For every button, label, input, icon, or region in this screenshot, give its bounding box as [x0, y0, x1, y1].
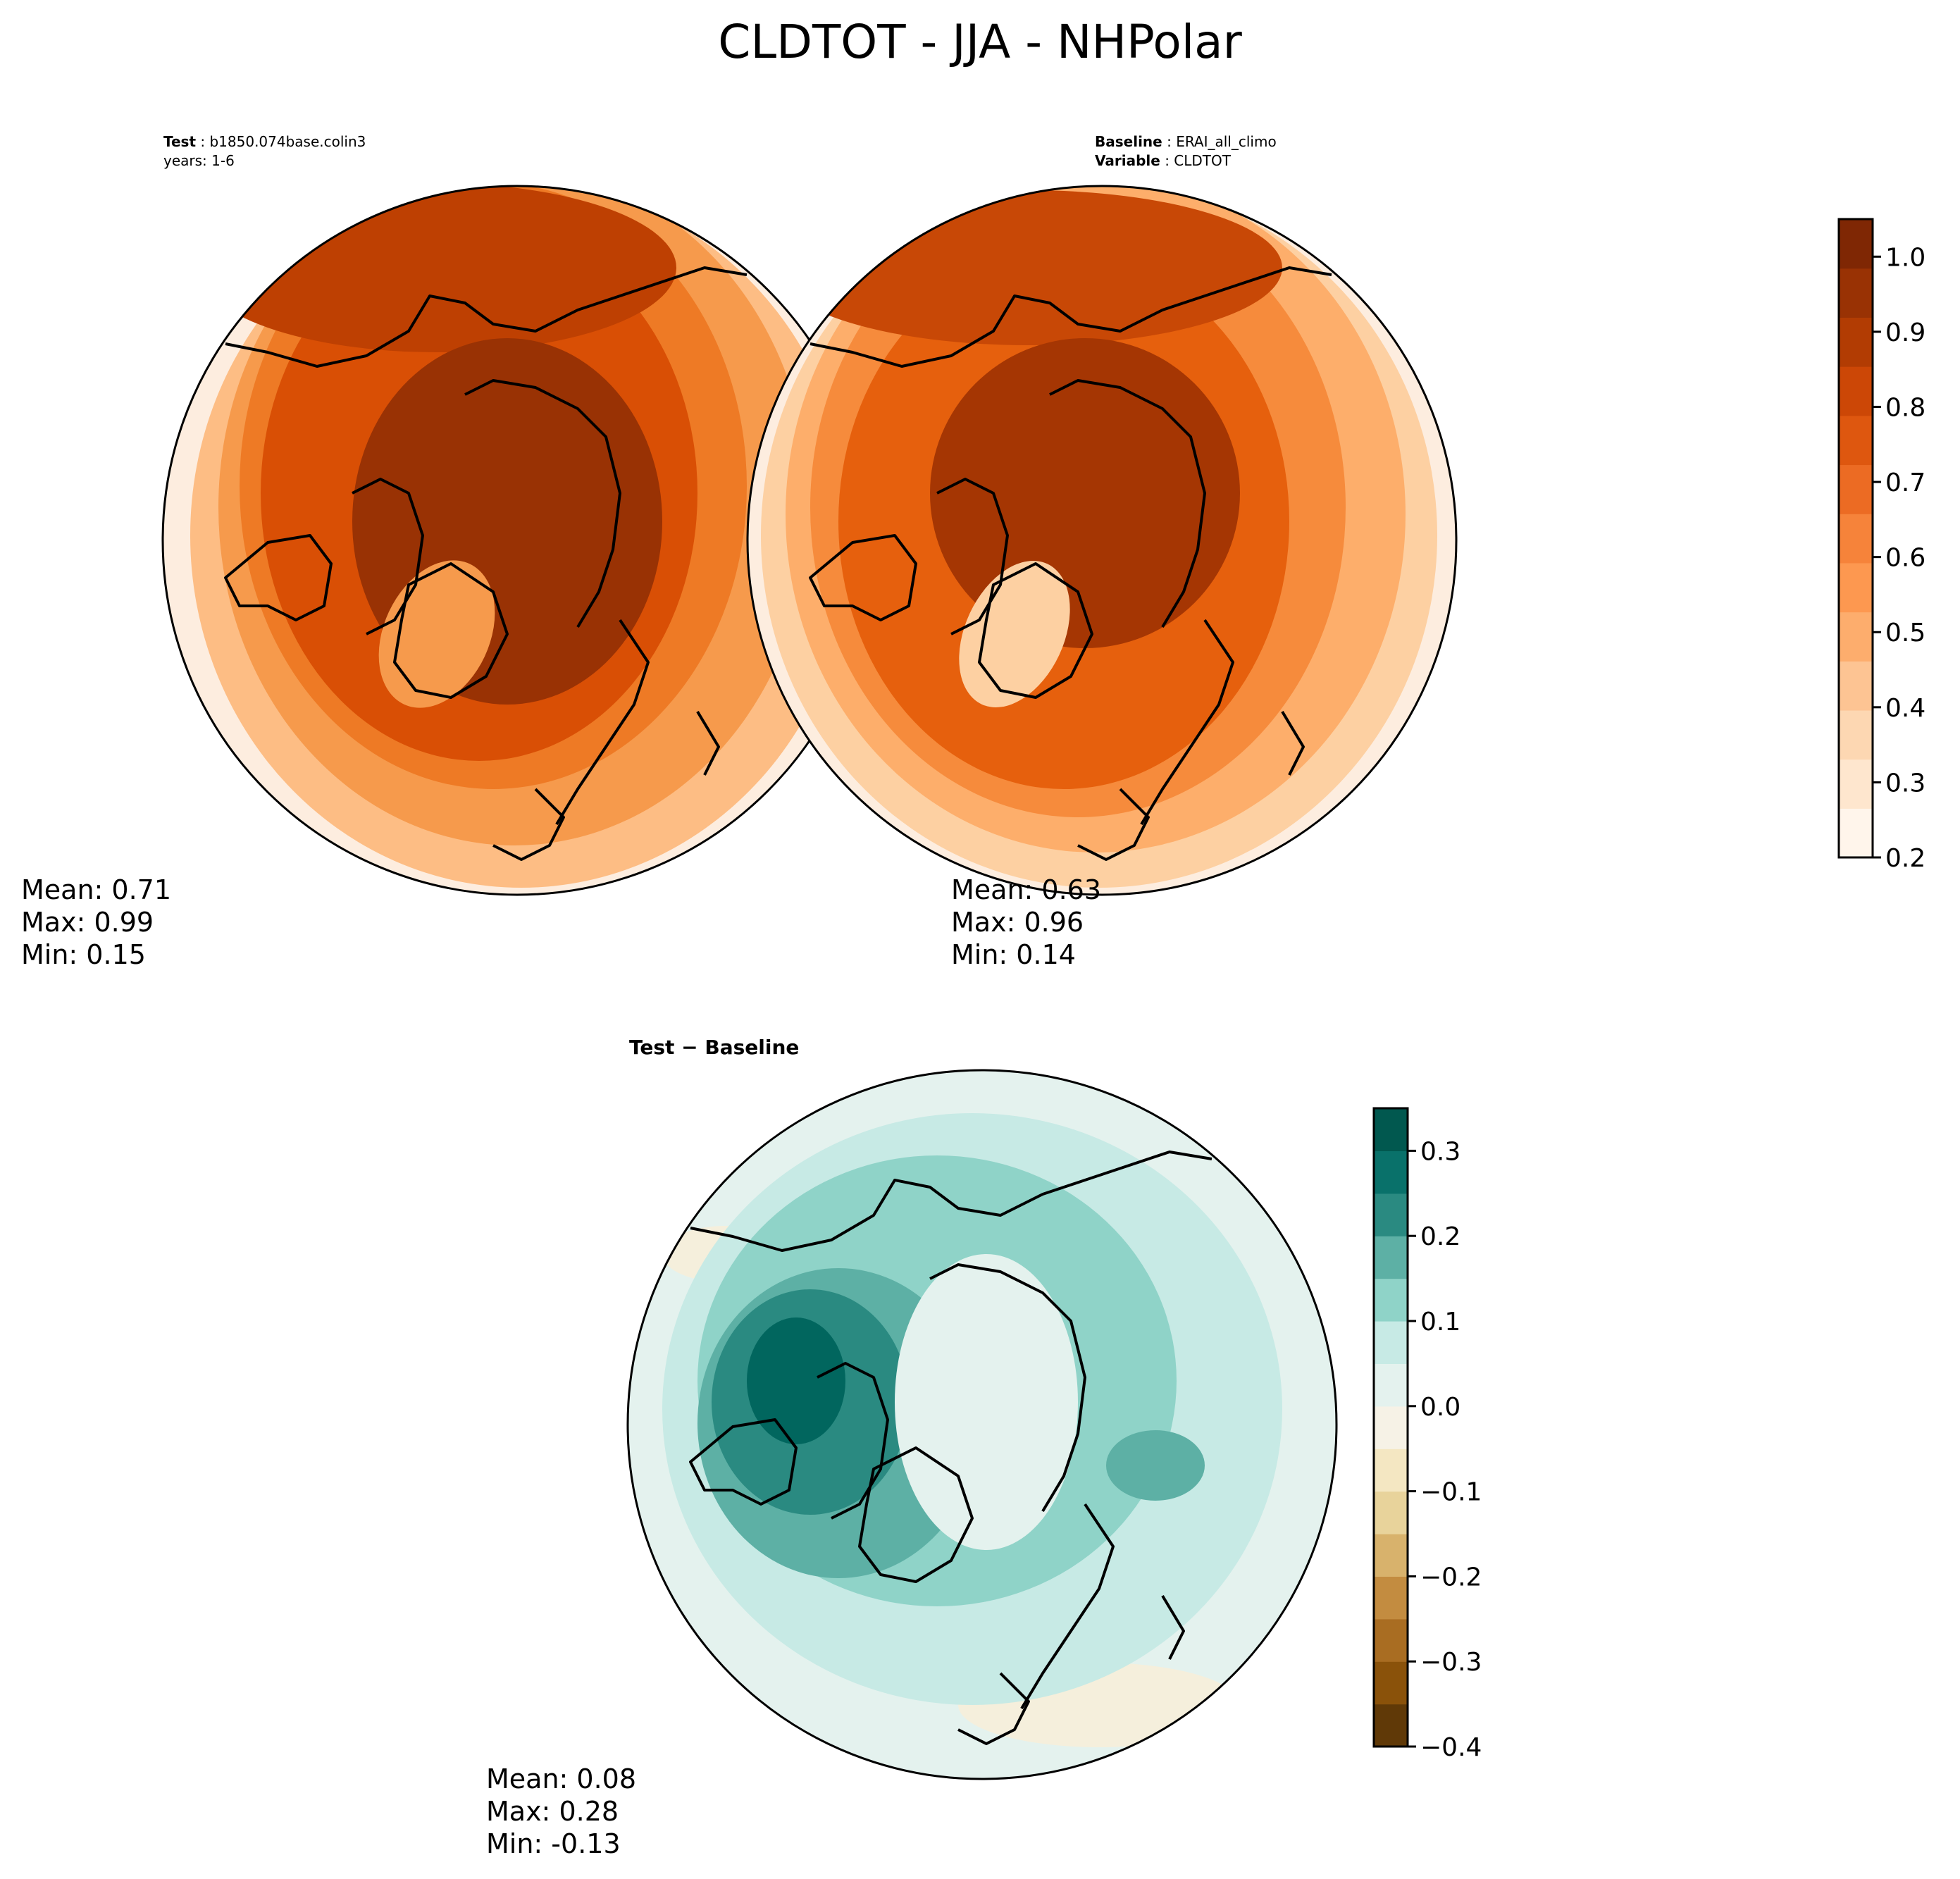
field-near-zero	[895, 1254, 1078, 1550]
colorbar-segment	[1839, 514, 1873, 564]
panel-test: Test : b1850.074base.colin3 years: 1-6 M…	[21, 133, 873, 970]
colorbar-segment	[1839, 268, 1873, 318]
colorbar-segment	[1374, 1193, 1408, 1236]
colorbar-tick-label: 0.5	[1885, 619, 1925, 647]
colorbar-segment	[1839, 219, 1873, 269]
colorbar-segment	[1839, 366, 1873, 416]
colorbar-tick-label: 0.3	[1420, 1137, 1460, 1166]
test-max: Max: 0.99	[21, 907, 154, 938]
test-header-line1: Test : b1850.074base.colin3	[163, 133, 366, 150]
colorbar-segment	[1374, 1278, 1408, 1322]
coastlines-test	[224, 266, 748, 861]
colorbar-segment	[1839, 661, 1873, 711]
colorbar-segment	[1839, 612, 1873, 662]
colorbar-tick-label: −0.3	[1420, 1648, 1482, 1677]
colorbar-segment	[1374, 1363, 1408, 1407]
test-mean: Mean: 0.71	[21, 874, 171, 905]
colorbar-tick-label: −0.1	[1420, 1478, 1482, 1507]
colorbar-segment	[1374, 1108, 1408, 1151]
field-level-6	[747, 1317, 845, 1444]
colorbar-border	[1837, 218, 1874, 859]
colorbar-segment	[1374, 1406, 1408, 1449]
colorbar-segment	[1839, 562, 1873, 613]
diff-mean: Mean: 0.08	[486, 1763, 636, 1794]
colorbar-segment	[1374, 1236, 1408, 1279]
field-level-4b	[1106, 1430, 1205, 1501]
colorbar-tick-label: 0.2	[1885, 844, 1925, 873]
colorbar-segment	[1839, 415, 1873, 466]
colorbar-tick-label: 0.1	[1420, 1308, 1460, 1337]
colorbar-tick-label: 0.7	[1885, 469, 1925, 497]
baseline-min: Min: 0.14	[951, 939, 1076, 970]
colorbar-segment	[1374, 1534, 1408, 1577]
coastlines-difference	[689, 1151, 1212, 1745]
colorbar-tick-label: −0.2	[1420, 1563, 1482, 1592]
map-difference	[628, 1070, 1336, 1779]
figure-title: CLDTOT - JJA - NHPolar	[718, 15, 1242, 69]
panel-difference: Test − Baseline Mean: 0.08 Max: 0.28	[486, 1036, 1338, 1859]
diff-header: Test − Baseline	[629, 1036, 799, 1059]
baseline-header-line2: Variable : CLDTOT	[1095, 152, 1232, 169]
colorbar-segment	[1374, 1151, 1408, 1194]
colorbar-segment	[1374, 1321, 1408, 1364]
colorbar-segment	[1839, 464, 1873, 514]
colorbar-segment	[1839, 317, 1873, 367]
diff-max: Max: 0.28	[486, 1796, 619, 1827]
test-min: Min: 0.15	[21, 939, 146, 970]
colorbar-tick-label: 0.2	[1420, 1222, 1460, 1251]
colorbar-tick-label: 0.6	[1885, 544, 1925, 573]
colorbar-tick-label: 0.8	[1885, 393, 1925, 422]
panel-baseline: Baseline : ERAI_all_climo Variable : CLD…	[746, 133, 1458, 970]
colorbar-tick-label: 0.4	[1885, 694, 1925, 723]
colorbar-tick-label: 0.0	[1420, 1393, 1460, 1422]
colorbar-segment	[1374, 1618, 1408, 1662]
baseline-header-line1: Baseline : ERAI_all_climo	[1095, 133, 1277, 150]
colorbar-main: 0.2 0.3 0.4 0.5 0.6 0.7 0.8 0.9 1.0	[1837, 218, 1925, 873]
colorbar-tick-label: −0.4	[1420, 1733, 1482, 1762]
baseline-max: Max: 0.96	[951, 907, 1084, 938]
map-baseline	[748, 186, 1456, 895]
colorbar-difference: −0.4 −0.3 −0.2 −0.1 0.0 0.1 0.2 0.3	[1372, 1107, 1482, 1762]
field-level-6	[197, 186, 676, 352]
field-level-6	[775, 190, 1282, 345]
colorbar-segment	[1374, 1661, 1408, 1705]
colorbar-segment	[1374, 1491, 1408, 1534]
colorbar-segment	[1839, 709, 1873, 760]
colorbar-border	[1372, 1107, 1409, 1748]
colorbar-segment	[1374, 1704, 1408, 1747]
colorbar-tick-label: 1.0	[1885, 243, 1925, 272]
baseline-mean: Mean: 0.63	[951, 874, 1101, 905]
colorbar-segment	[1374, 1576, 1408, 1620]
colorbar-tick-label: 0.3	[1885, 769, 1925, 798]
diff-min: Min: -0.13	[486, 1828, 621, 1859]
colorbar-tick-label: 0.9	[1885, 318, 1925, 347]
colorbar-segment	[1839, 759, 1873, 809]
test-header-line2: years: 1-6	[163, 152, 235, 169]
map-difference-border	[626, 1069, 1338, 1780]
colorbar-segment	[1839, 808, 1873, 858]
coastlines-baseline	[809, 266, 1332, 861]
colorbar-segment	[1374, 1449, 1408, 1492]
map-baseline-border	[746, 185, 1458, 896]
